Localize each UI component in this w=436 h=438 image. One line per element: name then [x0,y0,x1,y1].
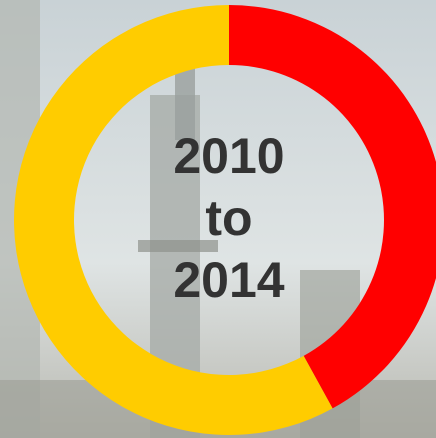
donut [13,5,436,436]
center-label: to [205,190,252,246]
center-label: 2014 [173,252,284,308]
donut-segment [13,5,333,436]
center-label: 2010 [173,128,284,184]
donut-segment [229,5,436,409]
